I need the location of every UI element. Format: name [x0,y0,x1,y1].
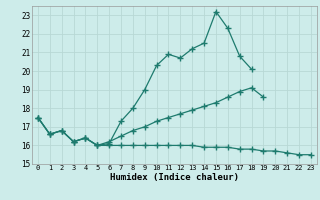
X-axis label: Humidex (Indice chaleur): Humidex (Indice chaleur) [110,173,239,182]
